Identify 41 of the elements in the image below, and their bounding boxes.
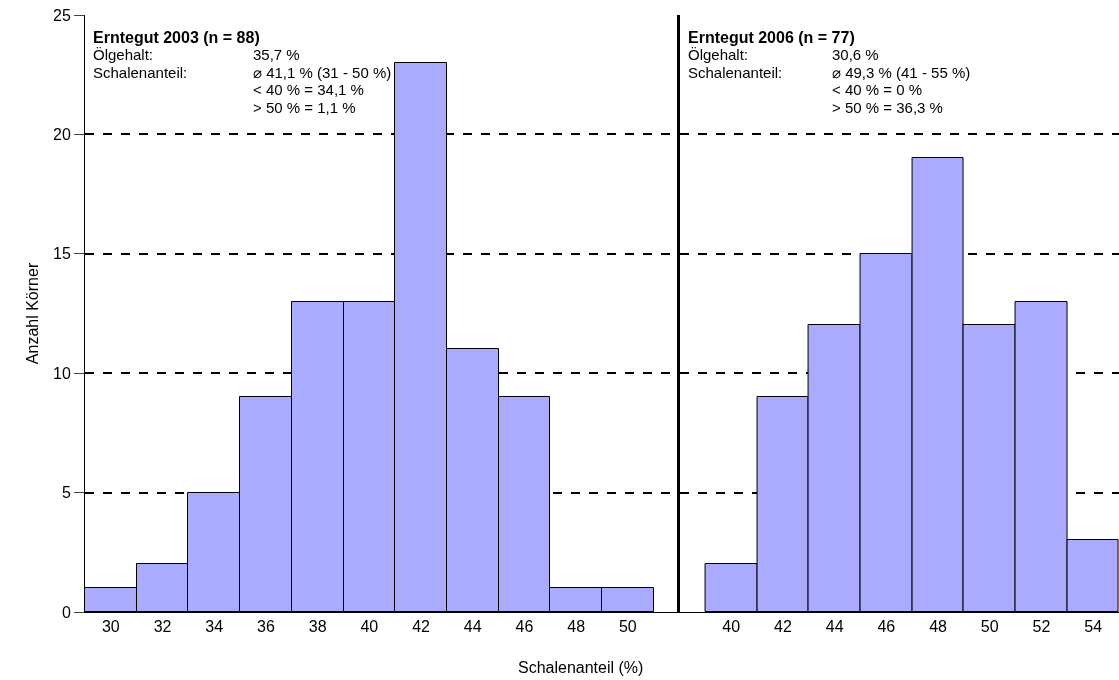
x-tick-label: 40 — [360, 618, 379, 636]
x-tick-label: 42 — [412, 618, 431, 636]
annotation: < 40 % = 0 % — [832, 81, 923, 98]
annotation: 35,7 % — [253, 46, 300, 63]
x-tick-label: 50 — [618, 618, 637, 636]
annotation: > 50 % = 36,3 % — [832, 99, 943, 116]
y-tick-label: 25 — [53, 6, 71, 24]
x-tick-label: 38 — [308, 618, 327, 636]
x-tick-label: 44 — [463, 618, 482, 636]
annotation: Ölgehalt: — [93, 46, 154, 63]
x-tick-label: 48 — [567, 618, 586, 636]
y-axis-title: Anzahl Körner — [23, 262, 41, 365]
annotation: ⌀ 49,3 % (41 - 55 %) — [832, 64, 971, 81]
annotation: Schalenanteil: — [93, 64, 188, 81]
annotation: Ölgehalt: — [688, 46, 749, 63]
x-tick-label: 42 — [774, 618, 792, 636]
x-tick-label: 30 — [101, 618, 120, 636]
x-tick-label: 54 — [1084, 618, 1103, 636]
x-axis-title: Schalenanteil (%) — [518, 659, 644, 676]
x-tick-label: 40 — [722, 618, 741, 636]
y-tick-label: 5 — [61, 484, 71, 502]
annotation: > 50 % = 1,1 % — [253, 99, 356, 116]
x-tick-label: 34 — [205, 618, 224, 636]
x-tick-label: 44 — [825, 618, 844, 636]
x-tick-label: 50 — [980, 618, 999, 636]
x-tick-label: 48 — [929, 618, 948, 636]
y-tick-label: 10 — [53, 364, 71, 382]
annotation: ⌀ 41,1 % (31 - 50 %) — [253, 64, 392, 81]
annotation: Schalenanteil: — [688, 64, 783, 81]
y-tick-label: 20 — [53, 126, 71, 143]
x-tick-label: 46 — [515, 618, 534, 636]
x-tick-label: 46 — [877, 618, 896, 636]
x-tick-label: 36 — [257, 618, 275, 636]
y-tick-label: 15 — [53, 245, 71, 263]
text: Erntegut 2006 (n = 77) — [688, 29, 855, 46]
annotation: < 40 % = 34,1 % — [253, 81, 364, 98]
x-tick-label: 32 — [153, 618, 172, 636]
y-tick-label: 0 — [61, 603, 71, 621]
annotation: 30,6 % — [832, 46, 879, 63]
text: Erntegut 2003 (n = 88) — [93, 29, 260, 46]
x-tick-label: 52 — [1032, 618, 1051, 636]
